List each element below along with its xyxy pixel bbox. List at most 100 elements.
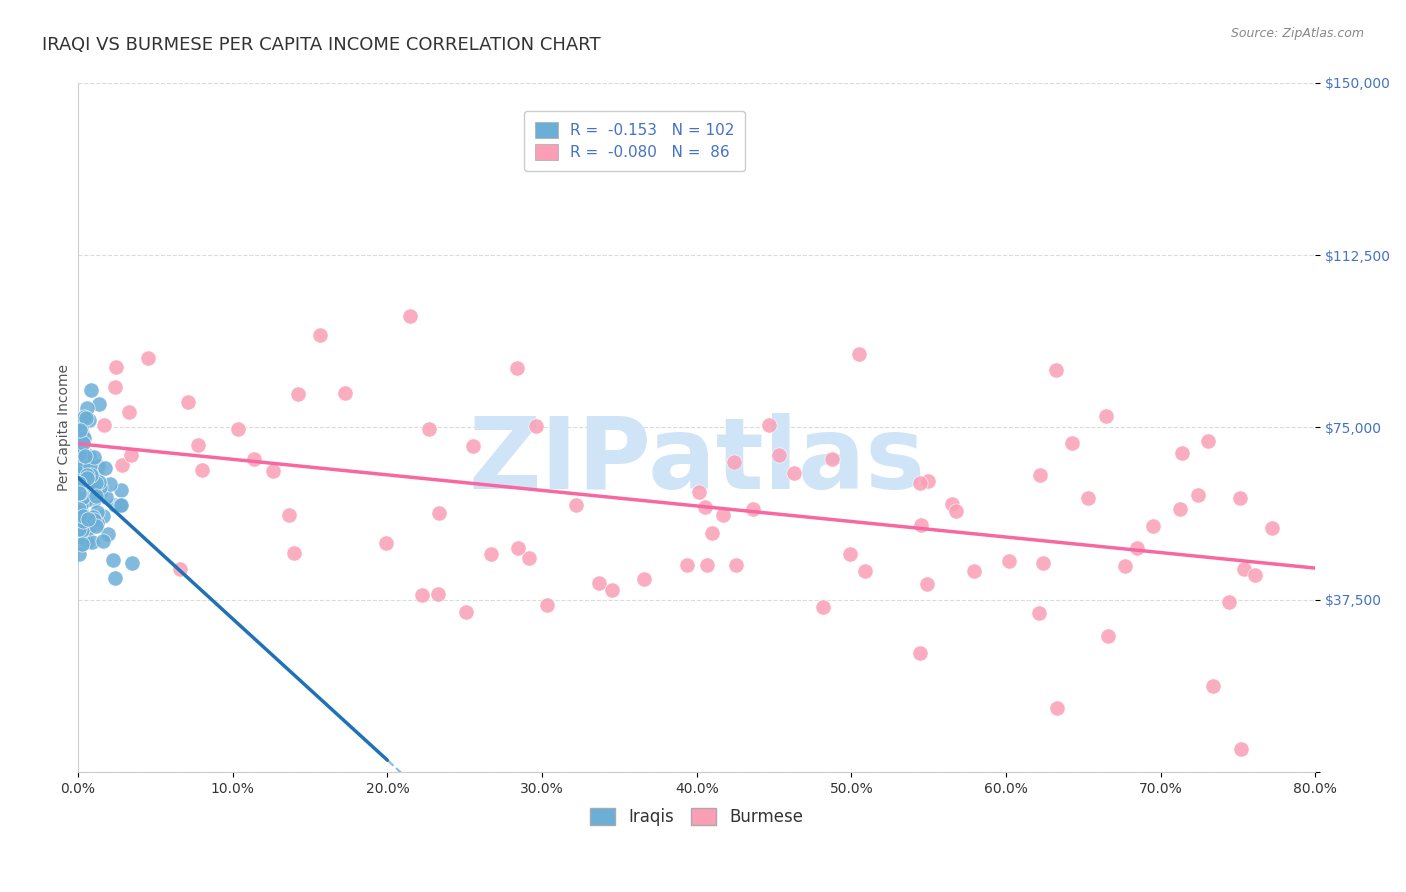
Point [67,467,90,481]
Point [94,461,117,475]
Point [72,485,94,500]
Point [426,587,449,601]
Point [1171,446,1194,460]
Point [77,413,100,427]
Point [72,491,94,505]
Point [67,485,90,500]
Point [118,405,141,419]
Point [908,647,931,661]
Point [287,387,309,401]
Point [917,474,939,488]
Point [111,458,134,473]
Point [67,469,90,483]
Point [333,385,356,400]
Point [67,510,90,524]
Point [101,553,124,567]
Point [411,588,433,602]
Point [91,508,114,523]
Point [1170,502,1192,516]
Point [73,450,96,464]
Point [83,476,105,491]
Point [70,442,93,456]
Point [588,575,610,590]
Point [700,525,723,540]
Point [945,504,967,518]
Point [693,500,716,515]
Point [418,422,440,436]
Point [67,522,90,536]
Point [87,397,110,411]
Point [136,351,159,365]
Point [72,530,94,544]
Point [76,475,98,489]
Point [461,439,484,453]
Point [519,551,541,566]
Point [1046,701,1069,715]
Point [73,475,96,490]
Point [80,535,103,549]
Point [77,511,100,525]
Point [69,496,91,510]
Point [82,509,104,524]
Point [283,546,305,560]
Point [67,547,90,561]
Y-axis label: Per Capita Income: Per Capita Income [58,364,72,491]
Point [86,467,108,482]
Point [87,458,110,473]
Point [69,480,91,494]
Point [93,418,115,433]
Point [94,490,117,504]
Point [76,468,98,483]
Point [76,534,98,549]
Point [79,467,101,482]
Point [399,310,422,324]
Point [941,497,963,511]
Point [688,484,710,499]
Point [70,523,93,537]
Point [79,469,101,483]
Point [908,475,931,490]
Point [104,571,127,585]
Point [1028,468,1050,483]
Point [768,448,790,462]
Point [262,464,284,478]
Point [1032,556,1054,570]
Point [86,489,108,503]
Point [1229,491,1251,505]
Point [374,536,396,550]
Point [67,447,90,461]
Point [1202,680,1225,694]
Point [1261,521,1284,535]
Point [69,423,91,437]
Point [1077,491,1099,505]
Point [83,493,105,508]
Point [72,515,94,529]
Point [505,360,527,375]
Point [87,475,110,490]
Point [811,600,834,615]
Point [67,447,90,461]
Point [1142,519,1164,533]
Point [67,495,90,509]
Point [76,471,98,485]
Point [226,422,249,436]
Point [97,526,120,541]
Point [79,383,101,397]
Point [86,475,108,490]
Point [79,483,101,497]
Point [75,410,97,425]
Point [963,565,986,579]
Point [308,328,330,343]
Point [69,420,91,434]
Legend: Iraqis, Burmese: Iraqis, Burmese [583,801,810,832]
Point [853,564,876,578]
Point [121,556,143,570]
Point [105,360,128,375]
Point [69,459,91,474]
Point [1126,541,1149,556]
Point [565,498,588,512]
Point [1233,561,1256,575]
Point [72,410,94,425]
Point [711,508,734,523]
Point [82,485,104,500]
